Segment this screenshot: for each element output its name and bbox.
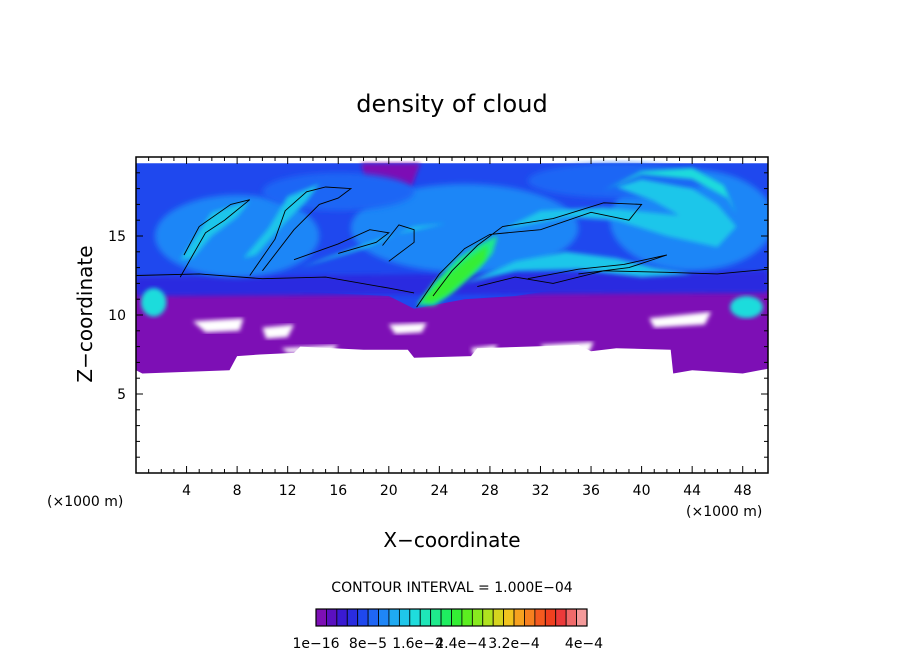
x-axis-unit: (×1000 m) [686,504,762,520]
contour-interval-label: CONTOUR INTERVAL = 1.000E−04 [331,580,572,596]
cloud-gap [649,311,712,328]
colorbar-tick-label: 1.6e−4 [392,636,444,652]
contour-line [527,254,668,280]
colorbar-tick-label: 3.2e−4 [488,636,540,652]
z-axis-unit: (×1000 m) [47,494,123,510]
colorbar-swatch [398,608,411,627]
x-tick-label: 32 [532,483,550,499]
colorbar [315,608,588,627]
pocket-left [141,288,167,317]
colorbar-swatch [555,608,567,627]
colorbar-swatch [482,608,494,627]
cloud-gap [262,324,294,339]
y-tick-label: 10 [108,308,126,324]
chart-title: density of cloud [356,90,547,118]
colorbar-swatch [315,608,327,627]
colorbar-swatch [492,608,505,627]
x-axis-ticks: 4 8 12 16 20 24 28 32 36 40 44 48 [148,157,756,499]
contour-line [382,224,415,262]
x-tick-label: 36 [582,483,600,499]
y-tick-label: 5 [117,387,126,403]
cloud-gap [471,345,498,357]
colorbar-swatch [419,608,432,627]
swirl-center [350,183,579,273]
colorbar-swatch [409,608,421,627]
filament-6 [464,251,693,284]
y-axis-label: Z−coordinate [73,245,97,382]
filament-4 [502,179,737,248]
contour-line [477,268,768,288]
pocket-right [730,296,763,319]
colorbar-swatch [565,608,577,627]
colorbar-swatch [440,608,452,627]
x-tick-label: 48 [734,483,752,499]
y-tick-label: 15 [108,229,126,245]
colorbar-swatch [461,608,473,627]
filament-5 [603,168,737,214]
colorbar-tick-label: 4e−4 [565,636,603,652]
core-inner [421,245,488,303]
colorbar-swatch [357,608,369,627]
colorbar-frame [315,608,588,627]
colorbar-swatch [471,608,484,627]
x-tick-label: 8 [233,483,242,499]
colorbar-swatch [326,608,338,627]
cloud-density-field [136,163,768,374]
colorbar-swatch [367,608,379,627]
colorbar-swatch [430,608,442,627]
x-tick-label: 40 [633,483,651,499]
colorbar-swatch [544,608,557,627]
contour-line [179,199,251,278]
colorbar-tick-label: 1e−16 [292,636,339,652]
colorbar-swatch [451,608,463,627]
contour-line [293,229,390,261]
x-tick-label: 20 [380,483,398,499]
x-tick-label: 44 [683,483,701,499]
filament-1 [180,201,250,260]
x-tick-label: 12 [279,483,297,499]
colorbar-tick-labels: 1e−16 8e−5 1.6e−42.4e−4 3.2e−4 4e−4 [292,636,603,652]
contour-line [416,202,643,308]
colorbar-swatch [388,608,400,627]
colorbar-swatch [378,608,390,627]
cloud-gap [388,322,427,334]
filament-3 [300,223,446,268]
y-axis-ticks: 5 10 15 [108,172,768,458]
colorbar-tick-label: 8e−5 [349,636,387,652]
x-axis-label: X−coordinate [383,528,520,552]
cloud-gap [281,345,339,353]
contour-line [136,273,415,294]
x-tick-label: 28 [481,483,499,499]
colorbar-swatch [346,608,359,627]
contour-line [249,186,353,276]
colorbar-swatch [513,608,525,627]
x-tick-label: 24 [430,483,448,499]
x-tick-label: 16 [329,483,347,499]
colorbar-swatch [503,608,515,627]
x-tick-label: 4 [182,483,191,499]
cloud-gap [540,341,594,355]
colorbar-tick-label: 2.4e−4 [435,636,487,652]
colorbar-swatch [576,608,588,627]
colorbar-swatch [534,608,546,627]
colorbar-swatch [524,608,536,627]
cloud-gap [192,318,244,333]
colorbar-swatch [336,608,348,627]
